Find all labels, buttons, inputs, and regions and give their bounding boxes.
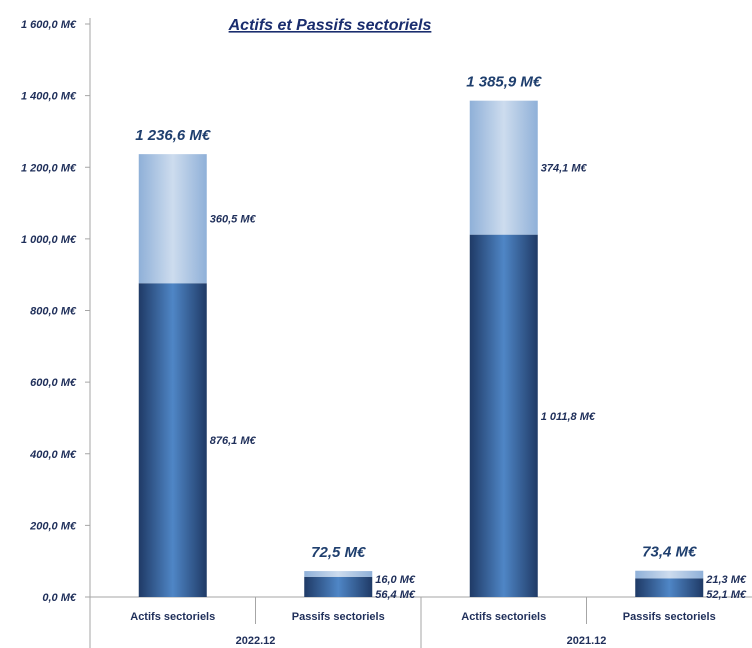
category-label: Actifs sectoriels	[130, 611, 215, 623]
bar-segment-bottom	[469, 234, 538, 598]
bar-segment-top	[138, 154, 207, 284]
y-tick-label: 1 200,0 M€	[21, 162, 77, 174]
total-value-label: 1 236,6 M€	[135, 127, 211, 144]
y-tick-label: 800,0 M€	[30, 306, 77, 318]
bar-segment-top	[635, 570, 704, 579]
bar-segment-bottom	[304, 576, 373, 597]
segment-value-label: 16,0 M€	[375, 574, 416, 586]
bar-segment-top	[304, 571, 373, 577]
segment-value-label: 1 011,8 M€	[541, 411, 596, 423]
total-value-label: 72,5 M€	[311, 544, 366, 561]
segment-value-label: 56,4 M€	[375, 589, 416, 601]
y-tick-label: 1 400,0 M€	[21, 91, 77, 103]
bar-segment-bottom	[138, 283, 207, 597]
chart-layer: 0,0 M€ 200,0 M€ 400,0 M€ 600,0 M€ 800,0 M€ 1 …	[21, 18, 752, 648]
y-tick-label: 200,0 M€	[29, 520, 77, 532]
chart-title: Actifs et Passifs sectoriels	[228, 17, 432, 34]
y-tick-label: 600,0 M€	[30, 377, 77, 389]
segment-value-label: 374,1 M€	[541, 163, 588, 175]
y-tick-label: 400,0 M€	[29, 449, 77, 461]
category-label: Actifs sectoriels	[461, 611, 546, 623]
segment-value-label: 21,3 M€	[705, 574, 747, 586]
y-tick-label: 1 000,0 M€	[21, 234, 77, 246]
segment-value-label: 876,1 M€	[210, 435, 257, 447]
bar-segment-top	[469, 100, 538, 235]
group-label: 2022.12	[236, 635, 276, 647]
total-value-label: 73,4 M€	[642, 544, 697, 561]
y-tick-label: 1 600,0 M€	[21, 19, 77, 31]
total-value-label: 1 385,9 M€	[466, 74, 542, 91]
y-tick-label: 0,0 M€	[42, 592, 77, 604]
segment-value-label: 52,1 M€	[706, 589, 747, 601]
group-label: 2021.12	[567, 635, 607, 647]
bar-segment-bottom	[635, 578, 704, 597]
category-label: Passifs sectoriels	[292, 611, 385, 623]
category-label: Passifs sectoriels	[623, 611, 716, 623]
segment-value-label: 360,5 M€	[210, 214, 257, 226]
